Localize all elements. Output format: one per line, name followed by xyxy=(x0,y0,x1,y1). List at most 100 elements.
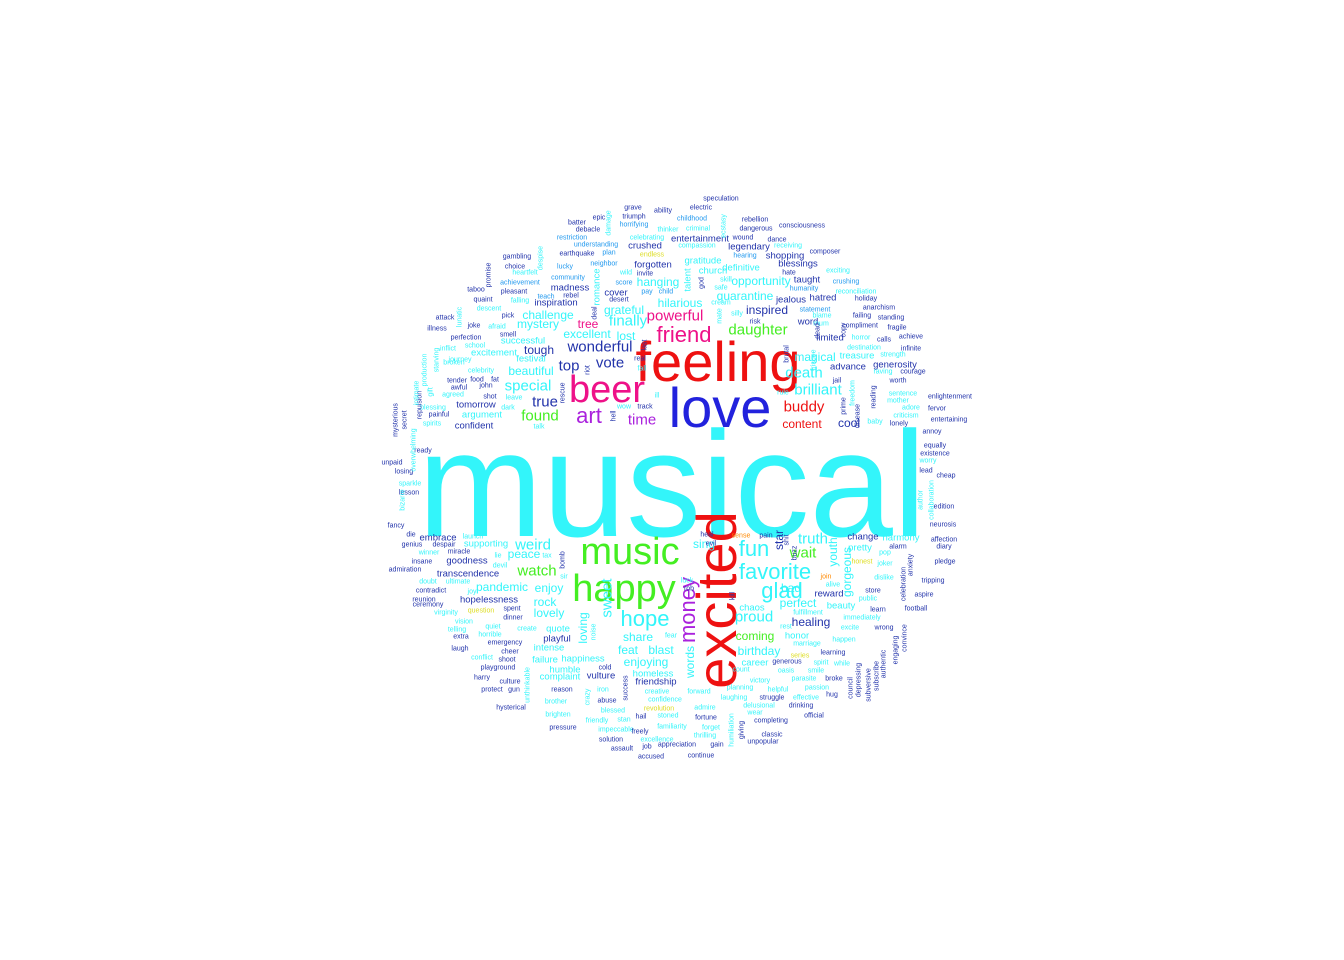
word: freely xyxy=(631,728,649,736)
word: infinite xyxy=(900,345,922,353)
word: bad xyxy=(780,581,802,595)
word: goodness xyxy=(446,555,488,567)
word: joy xyxy=(467,588,477,596)
word: laugh xyxy=(451,645,469,653)
word: reason xyxy=(551,686,573,694)
word: lonely xyxy=(889,420,909,428)
word: parasite xyxy=(791,675,817,683)
word: gratitude xyxy=(684,255,722,267)
word: compliment xyxy=(842,322,878,330)
word: healing xyxy=(791,615,831,629)
word: contradict xyxy=(415,587,447,595)
word: beer xyxy=(568,369,646,411)
word: art xyxy=(576,403,602,428)
word: truth xyxy=(797,530,829,548)
word: entertainment xyxy=(670,233,730,245)
word: anxiety xyxy=(907,553,915,577)
word: pleasant xyxy=(500,288,528,296)
word: enlightenment xyxy=(928,393,972,401)
word: god xyxy=(698,277,706,289)
word: friendship xyxy=(635,676,677,688)
word: protect xyxy=(481,686,503,694)
word: inspiration xyxy=(534,297,578,309)
word: freedom xyxy=(849,380,857,406)
word: tough xyxy=(523,343,555,357)
word: riot xyxy=(584,365,592,375)
word: blessings xyxy=(778,258,818,270)
word: doubt xyxy=(419,578,437,586)
word: leave xyxy=(505,394,523,402)
word: collaboration xyxy=(928,480,936,520)
word: jail xyxy=(832,377,842,385)
word: perfect xyxy=(779,596,817,610)
word: thrilling xyxy=(693,732,717,740)
word: forget xyxy=(702,724,720,732)
word: complaint xyxy=(539,671,581,683)
word: treasure xyxy=(839,350,875,362)
word: drinking xyxy=(788,702,814,710)
word: completing xyxy=(754,717,788,725)
word: unthinkable xyxy=(524,667,532,703)
word: sweet xyxy=(598,578,616,618)
word: ecstasy xyxy=(720,214,728,238)
word: talent xyxy=(682,268,694,292)
word: quote xyxy=(546,623,570,635)
word: struggle xyxy=(759,694,785,702)
word: finally xyxy=(608,312,648,330)
word: musical xyxy=(417,400,927,568)
word: smell xyxy=(499,331,517,339)
word: consciousness xyxy=(779,222,825,230)
word: success xyxy=(622,675,630,701)
word: playful xyxy=(543,633,571,645)
word: fancy xyxy=(387,522,405,530)
word: gun xyxy=(508,686,520,694)
word: gambling xyxy=(502,253,532,261)
word: electric xyxy=(689,204,713,212)
word: count xyxy=(732,666,750,674)
word: miracle xyxy=(447,548,471,556)
word: worth xyxy=(889,377,907,385)
word: accused xyxy=(637,753,665,761)
word: rule xyxy=(777,389,789,397)
word: while xyxy=(834,660,850,668)
word: pop xyxy=(879,549,891,557)
word: excite xyxy=(840,624,860,632)
word: shopping xyxy=(765,250,805,262)
word: blame xyxy=(812,312,832,320)
word: receiving xyxy=(773,242,803,250)
word: lucky xyxy=(557,263,573,271)
word: happen xyxy=(832,636,856,644)
word: happiness xyxy=(561,653,605,665)
word: die xyxy=(406,531,416,539)
word: brutal xyxy=(783,345,791,363)
word: mystery xyxy=(517,317,559,331)
word: wear xyxy=(747,709,763,717)
word: definitive xyxy=(722,262,760,274)
word: watch xyxy=(517,562,557,580)
word: broken xyxy=(443,359,465,367)
word: teach xyxy=(537,293,555,301)
word: authentic xyxy=(880,649,888,679)
word: taboo xyxy=(467,286,485,294)
word: join xyxy=(820,573,832,581)
word: despise xyxy=(537,245,545,271)
word: annoy xyxy=(922,428,942,436)
word: ability xyxy=(654,207,672,215)
word: tree xyxy=(577,317,599,331)
word: forgotten xyxy=(634,259,672,271)
word: rob xyxy=(683,585,695,593)
word: admire xyxy=(694,704,716,712)
word: talk xyxy=(533,423,545,431)
word: smile xyxy=(807,667,825,675)
word: learn xyxy=(870,606,886,614)
word: descent xyxy=(476,305,502,313)
word: skill xyxy=(720,276,732,284)
word: joke xyxy=(467,322,481,330)
word: fulfillment xyxy=(793,609,823,617)
word: silly xyxy=(731,310,743,318)
word: compassion xyxy=(678,242,716,250)
word: hysterical xyxy=(496,704,526,712)
word: jealous xyxy=(775,294,807,306)
word: launch xyxy=(462,533,484,541)
